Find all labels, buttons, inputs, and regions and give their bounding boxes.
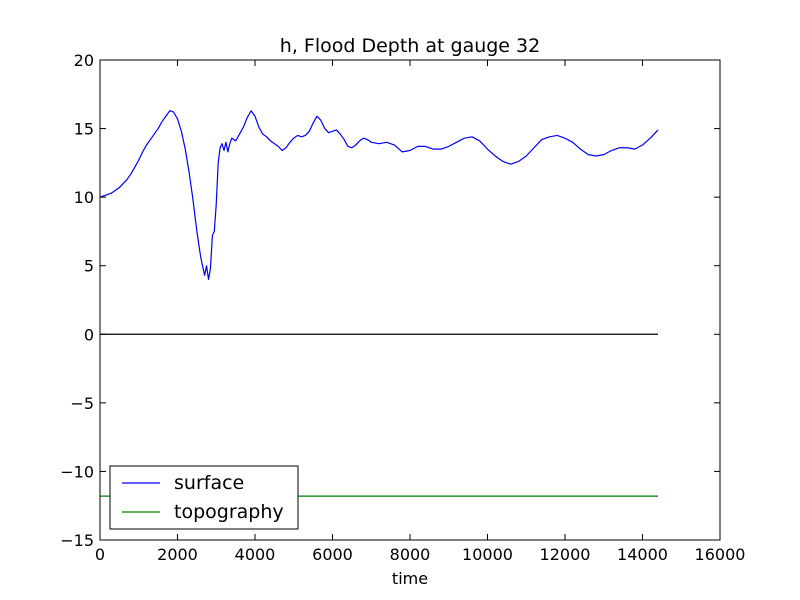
legend-label-surface: surface [174,472,244,494]
axis-ticks: 0 2000 4000 6000 8000 10000 12000 14000 16000 −15… [60,51,745,564]
y-tick-label: 5 [84,257,94,276]
chart-title: h, Flood Depth at gauge 32 [280,35,540,57]
y-tick-label: 15 [74,120,94,139]
legend: surface topography [109,465,299,530]
y-tick-label: 0 [84,325,94,344]
x-tick-label: 8000 [390,545,431,564]
x-tick-label: 4000 [235,545,276,564]
legend-box [109,465,299,530]
y-tick-label: −15 [60,531,94,550]
y-tick-label: −5 [70,394,94,413]
legend-label-topography: topography [174,501,284,523]
y-tick-label: 10 [74,188,94,207]
x-tick-label: 6000 [312,545,353,564]
x-tick-label: 12000 [540,545,591,564]
x-tick-label: 0 [95,545,105,564]
y-tick-label: 20 [74,51,94,70]
x-tick-label: 16000 [695,545,746,564]
x-tick-label: 2000 [157,545,198,564]
x-tick-label: 10000 [462,545,513,564]
series-line-surface [99,110,659,281]
x-tick-label: 14000 [617,545,668,564]
x-axis-label: time [392,569,428,588]
y-tick-label: −10 [60,462,94,481]
